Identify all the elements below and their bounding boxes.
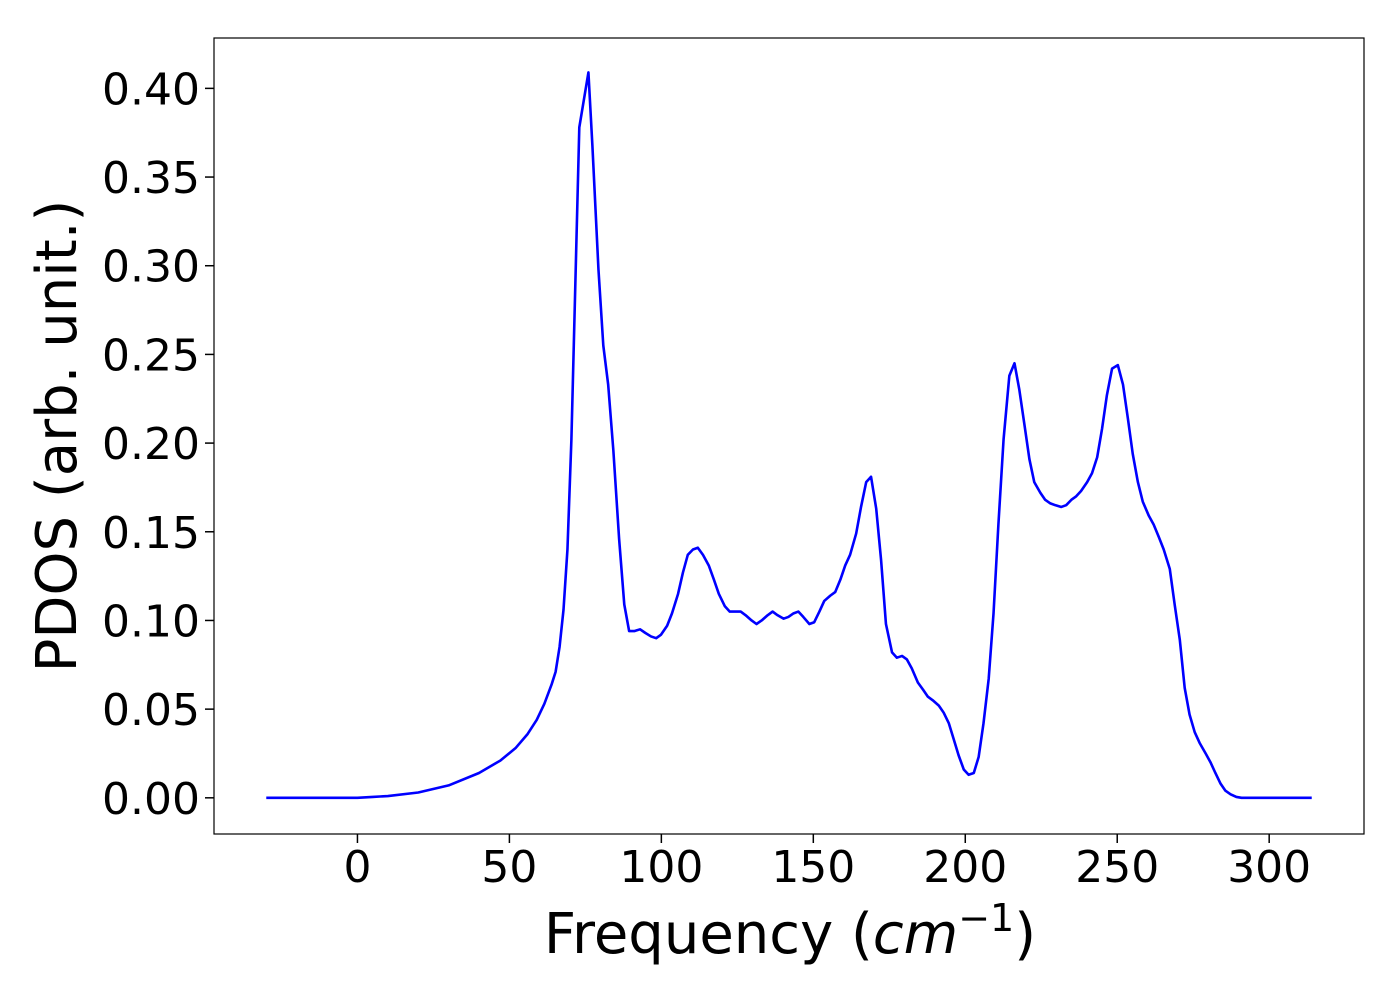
y-tick-label: 0.00 (102, 774, 200, 825)
x-tick-label: 50 (481, 842, 537, 893)
y-tick-label: 0.10 (102, 596, 200, 647)
y-tick-label: 0.30 (102, 242, 200, 293)
plot-frame (213, 37, 1365, 835)
x-tick-label: 250 (1075, 842, 1159, 893)
y-axis-label: PDOS (arb. unit.) (25, 200, 90, 673)
x-tick-label: 0 (343, 842, 371, 893)
y-tick-label: 0.15 (102, 508, 200, 559)
y-tick-label: 0.05 (102, 685, 200, 736)
y-tick-label: 0.40 (102, 64, 200, 115)
x-tick-label: 100 (619, 842, 703, 893)
pdos-line (266, 71, 1312, 800)
y-tick-label: 0.20 (102, 419, 200, 470)
x-axis-label-exponent: −1 (958, 896, 1014, 940)
x-axis-label-text: Frequency ( (544, 902, 873, 967)
x-axis-label-unit: cm (873, 902, 958, 967)
x-tick-label: 300 (1227, 842, 1311, 893)
y-tick-label: 0.35 (102, 153, 200, 204)
y-tick-label: 0.25 (102, 330, 200, 381)
x-tick-label: 150 (771, 842, 855, 893)
x-axis-label-end: ) (1014, 902, 1036, 967)
x-tick-label: 200 (923, 842, 1007, 893)
x-axis-label: Frequency (cm−1) (544, 896, 1036, 967)
